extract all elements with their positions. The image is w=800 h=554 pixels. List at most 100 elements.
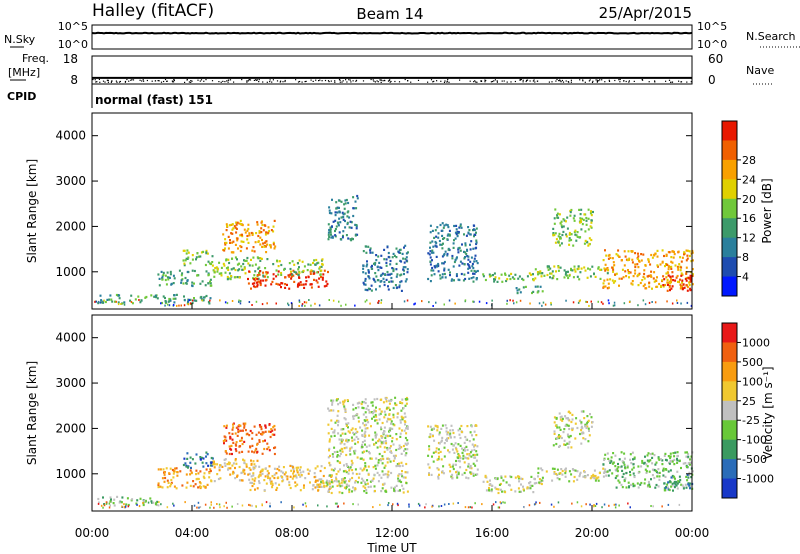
power-cell (216, 268, 219, 271)
power-cell (239, 234, 242, 237)
velocity-cell (620, 483, 623, 486)
velocity-cell (435, 447, 438, 450)
velocity-colorbar-tick-label: -500 (742, 453, 767, 466)
velocity-cell (378, 438, 381, 441)
nave-dot (253, 79, 255, 81)
power-cell (241, 224, 244, 227)
power-cell (364, 300, 367, 303)
power-cell (291, 260, 294, 263)
velocity-cell (321, 479, 324, 483)
velocity-cell (235, 444, 238, 447)
velocity-cell (457, 456, 460, 459)
velocity-cell (216, 473, 219, 476)
nave-dot (427, 81, 429, 83)
velocity-cell (470, 472, 473, 475)
velocity-cell (267, 476, 269, 480)
power-cell (230, 232, 233, 235)
velocity-cell (261, 469, 264, 472)
power-cell (668, 251, 671, 254)
velocity-cell (267, 446, 270, 449)
power-cell (350, 226, 353, 229)
power-cell (475, 241, 478, 244)
power-cell (264, 233, 267, 236)
velocity-cell (676, 482, 679, 485)
velocity-cell (661, 459, 664, 462)
power-cell (189, 298, 192, 301)
nave-dot (166, 80, 168, 82)
power-cell (467, 271, 470, 274)
power-cell (354, 223, 357, 226)
velocity-cell (118, 501, 121, 504)
nave-label: Nave (746, 64, 774, 77)
power-cell (325, 280, 328, 283)
velocity-cell (568, 470, 571, 473)
power-cell (383, 258, 386, 261)
nave-dot (199, 80, 201, 82)
velocity-cell (317, 504, 319, 507)
power-cell (346, 221, 349, 224)
velocity-cell (108, 506, 111, 509)
power-cell (259, 243, 262, 246)
power-cell (441, 222, 444, 225)
power-cell (180, 274, 183, 277)
power-cell (453, 239, 455, 242)
nave-dot (297, 81, 300, 83)
power-cell (437, 262, 440, 266)
power-cell (460, 272, 463, 276)
velocity-cell (378, 408, 381, 411)
velocity-cell (560, 415, 563, 418)
velocity-cell (648, 470, 651, 473)
velocity-cell (684, 451, 687, 454)
power-cell (273, 219, 276, 222)
power-cell (568, 274, 571, 277)
power-cell (631, 261, 634, 264)
power-cell (546, 265, 549, 268)
power-cell (666, 271, 669, 274)
nave-dot (197, 79, 199, 81)
power-cell (338, 217, 341, 220)
power-cell (443, 272, 446, 276)
velocity-cell (248, 478, 251, 481)
velocity-cell (343, 486, 346, 489)
power-cell (476, 262, 479, 265)
velocity-cell (189, 461, 192, 464)
velocity-cell (179, 470, 182, 473)
velocity-cell (347, 439, 350, 442)
velocity-cell (336, 480, 339, 483)
velocity-cell (242, 422, 245, 425)
velocity-cell (606, 452, 609, 455)
velocity-cell (136, 503, 138, 506)
power-cell (585, 216, 588, 220)
power-cell (514, 273, 517, 276)
power-cell (259, 283, 262, 287)
velocity-cell (403, 429, 406, 432)
power-cell (686, 301, 689, 304)
velocity-cell (375, 419, 378, 422)
power-cell (558, 213, 561, 216)
velocity-cell (457, 443, 460, 446)
velocity-cell (207, 464, 210, 467)
velocity-cell (367, 485, 370, 489)
power-cell (682, 283, 685, 286)
power-cell (327, 231, 330, 234)
velocity-cell (399, 489, 401, 492)
velocity-cell (391, 436, 394, 440)
velocity-cell (338, 482, 341, 485)
power-cell (400, 280, 403, 283)
velocity-cell (684, 462, 687, 465)
velocity-cell (395, 403, 398, 407)
velocity-cell (686, 473, 689, 477)
velocity-cell (467, 465, 470, 468)
velocity-cell (553, 421, 556, 424)
power-cell (638, 260, 641, 263)
velocity-cell (669, 459, 672, 462)
power-cell (640, 253, 643, 256)
power-cell (248, 301, 251, 303)
velocity-cell (466, 425, 469, 428)
velocity-cell (240, 479, 243, 482)
power-cell (224, 243, 227, 246)
velocity-cell (541, 469, 544, 472)
velocity-cell (386, 435, 389, 438)
power-cell (100, 299, 103, 302)
